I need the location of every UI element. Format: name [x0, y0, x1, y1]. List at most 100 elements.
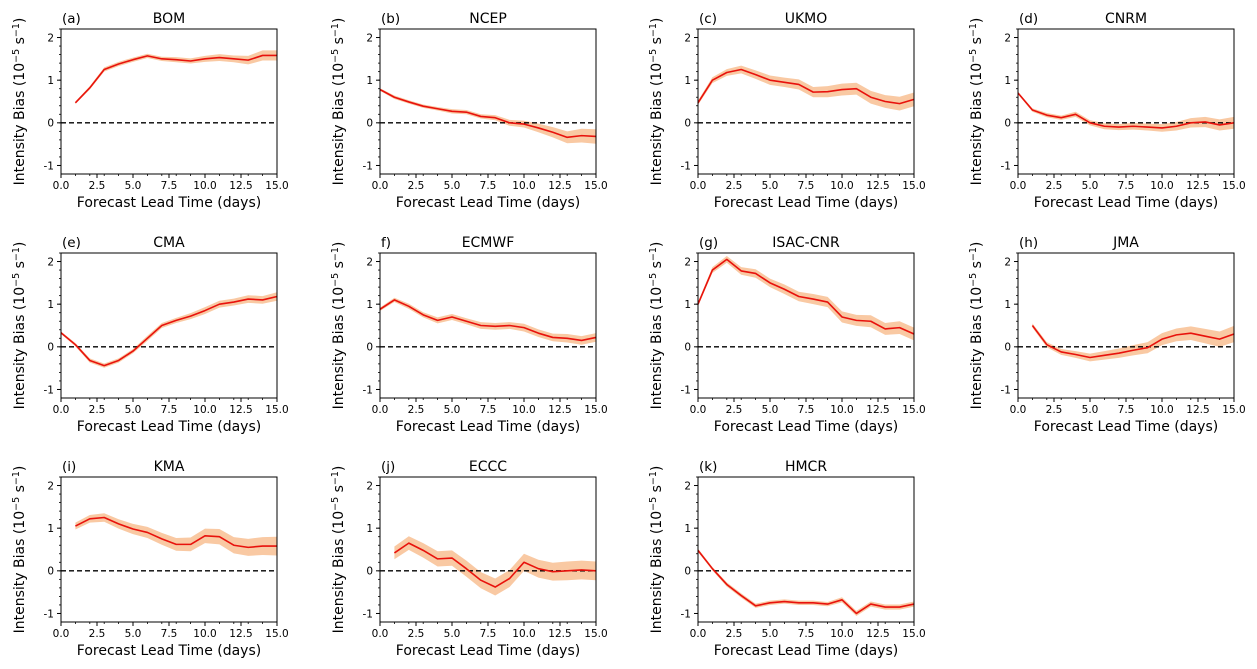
panel-letter: (i): [62, 459, 76, 475]
y-tick-label: 2: [1004, 256, 1011, 268]
x-tick-label: 5.0: [762, 180, 779, 192]
y-label-mid: s: [649, 261, 665, 273]
panel-title: ECMWF: [462, 235, 515, 251]
panel-title: HMCR: [785, 459, 827, 475]
x-tick-label: 0.0: [53, 628, 70, 640]
spread-band: [380, 297, 596, 345]
y-label-exp2: −1: [648, 471, 659, 485]
y-axis-label: Intensity Bias (10−5 s−1): [11, 466, 29, 634]
x-axis-label: Forecast Lead Time (days): [714, 643, 898, 659]
spread-band: [75, 50, 278, 105]
y-tick-label: 1: [684, 523, 691, 535]
y-label-exp2: −1: [968, 247, 979, 261]
y-tick-label: 2: [1004, 32, 1011, 44]
y-tick-label: 1: [1004, 299, 1011, 311]
x-tick-label: 10.0: [512, 180, 535, 192]
x-tick-label: 12.5: [866, 180, 889, 192]
y-label-mid: s: [331, 485, 347, 497]
x-tick-label: 0.0: [53, 180, 70, 192]
bias-line: [1017, 92, 1235, 129]
axes-frame: [697, 476, 915, 623]
y-label-end: ): [331, 242, 347, 247]
x-tick-label: 15.0: [265, 404, 288, 416]
bias-line: [1031, 325, 1235, 359]
x-tick-label: 0.0: [1010, 180, 1027, 192]
y-tick-label: -1: [681, 608, 691, 620]
axes-frame: [60, 28, 278, 175]
y-tick-label: 1: [366, 299, 373, 311]
y-label-end: ): [649, 242, 665, 247]
x-tick-label: 10.0: [1150, 180, 1173, 192]
panel-title: KMA: [154, 459, 185, 475]
y-axis-label: Intensity Bias (10−5 s−1): [648, 466, 666, 634]
y-tick-label: -1: [363, 160, 373, 172]
y-tick-label: 2: [47, 256, 54, 268]
x-tick-label: 5.0: [1082, 180, 1099, 192]
panel-title: CMA: [153, 235, 185, 251]
x-tick-label: 5.0: [125, 180, 142, 192]
y-tick-label: 0: [47, 118, 54, 130]
x-tick-label: 2.5: [726, 404, 743, 416]
y-label-main: Intensity Bias (10: [12, 511, 28, 633]
bias-line: [379, 88, 597, 139]
y-tick-label: 0: [47, 566, 54, 578]
panel-letter: (b): [381, 11, 400, 27]
x-tick-label: 5.0: [125, 628, 142, 640]
y-axis-label: Intensity Bias (10−5 s−1): [330, 18, 348, 186]
bias-line: [697, 549, 915, 615]
x-axis-label: Forecast Lead Time (days): [714, 195, 898, 211]
x-tick-label: 12.5: [548, 404, 571, 416]
y-label-end: ): [331, 18, 347, 23]
y-tick-label: 2: [684, 480, 691, 492]
y-tick-label: 1: [1004, 75, 1011, 87]
x-tick-label: 5.0: [444, 180, 461, 192]
y-axis-label: Intensity Bias (10−5 s−1): [330, 242, 348, 410]
y-tick-label: -1: [363, 608, 373, 620]
y-tick-label: 0: [684, 118, 691, 130]
panel-ukmo: 0.0 2.5 5.0 7.5 10.0 12.5 15.0 -1 0 1 2 (c) UKMO Fore…: [648, 11, 926, 211]
x-tick-label: 2.5: [726, 180, 743, 192]
x-tick-label: 7.5: [161, 404, 178, 416]
x-tick-label: 10.0: [830, 180, 853, 192]
y-tick-label: 0: [366, 342, 373, 354]
y-label-mid: s: [649, 485, 665, 497]
panel-jma: 0.0 2.5 5.0 7.5 10.0 12.5 15.0 -1 0 1 2 (h) JMA Forec…: [968, 235, 1246, 435]
y-axis-label: Intensity Bias (10−5 s−1): [11, 242, 29, 410]
panel-letter: f): [381, 235, 391, 251]
x-tick-label: 0.0: [690, 180, 707, 192]
x-tick-label: 12.5: [1186, 180, 1209, 192]
y-label-exp2: −1: [11, 471, 22, 485]
y-label-exp2: −1: [330, 23, 341, 37]
y-axis-label: Intensity Bias (10−5 s−1): [11, 18, 29, 186]
y-label-exp2: −1: [330, 471, 341, 485]
panel-ecmwf: 0.0 2.5 5.0 7.5 10.0 12.5 15.0 -1 0 1 2 f) ECMWF Fore…: [330, 235, 608, 435]
x-tick-label: 5.0: [444, 404, 461, 416]
spread-band: [380, 88, 596, 144]
y-label-main: Intensity Bias (10: [649, 511, 665, 633]
panel-title: ECCC: [469, 459, 507, 475]
y-label-exp2: −1: [648, 23, 659, 37]
y-label-exp2: −1: [11, 23, 22, 37]
y-tick-label: -1: [363, 384, 373, 396]
y-label-main: Intensity Bias (10: [12, 63, 28, 185]
y-axis-label: Intensity Bias (10−5 s−1): [648, 242, 666, 410]
y-label-mid: s: [969, 261, 985, 273]
x-tick-label: 2.5: [408, 404, 425, 416]
y-tick-label: 1: [684, 75, 691, 87]
x-tick-label: 2.5: [1046, 180, 1063, 192]
x-tick-label: 2.5: [408, 180, 425, 192]
panel-letter: (e): [62, 235, 81, 251]
bias-line: [75, 516, 277, 549]
x-tick-label: 10.0: [193, 180, 216, 192]
x-tick-label: 7.5: [161, 628, 178, 640]
x-tick-label: 10.0: [512, 628, 535, 640]
y-label-end: ): [969, 18, 985, 23]
x-tick-label: 0.0: [690, 404, 707, 416]
y-tick-label: 0: [684, 566, 691, 578]
panel-letter: (h): [1019, 235, 1038, 251]
y-label-main: Intensity Bias (10: [331, 287, 347, 409]
x-tick-label: 15.0: [1222, 180, 1245, 192]
y-tick-label: 2: [47, 32, 54, 44]
y-label-main: Intensity Bias (10: [649, 287, 665, 409]
